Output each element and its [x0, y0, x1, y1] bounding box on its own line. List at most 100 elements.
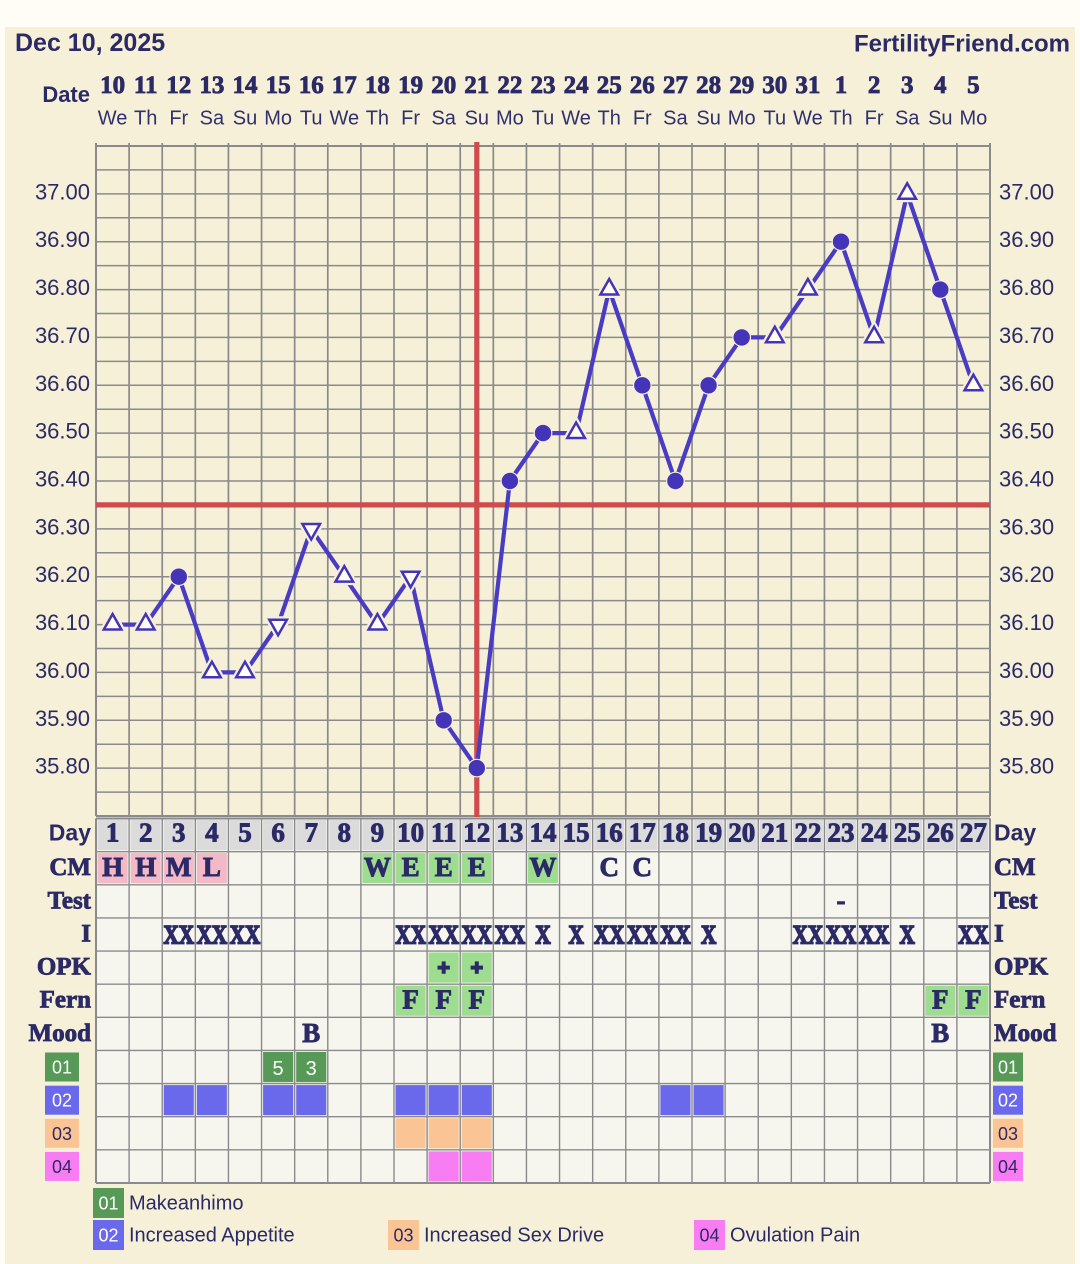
svg-text:Mo: Mo [728, 108, 756, 130]
svg-text:Fr: Fr [865, 108, 884, 130]
svg-text:Tu: Tu [300, 108, 323, 130]
svg-text:18: 18 [662, 818, 689, 848]
svg-text:F: F [402, 985, 419, 1015]
svg-text:36.20: 36.20 [35, 562, 90, 587]
svg-text:XX: XX [462, 921, 493, 950]
svg-text:22: 22 [497, 72, 522, 99]
svg-text:Tu: Tu [763, 108, 786, 130]
svg-text:3: 3 [306, 1058, 317, 1080]
svg-text:6: 6 [271, 818, 285, 848]
svg-text:16: 16 [596, 818, 623, 848]
svg-text:XX: XX [793, 921, 824, 950]
svg-text:W: W [364, 852, 391, 882]
svg-text:30: 30 [762, 72, 787, 99]
svg-text:36.00: 36.00 [999, 658, 1054, 683]
svg-text:B: B [302, 1018, 320, 1048]
svg-text:2: 2 [868, 72, 881, 99]
svg-text:We: We [793, 108, 823, 130]
svg-text:CM: CM [994, 854, 1036, 881]
svg-text:X: X [900, 921, 915, 950]
svg-text:M: M [166, 852, 191, 882]
svg-text:Mo: Mo [264, 108, 292, 130]
svg-text:Fern: Fern [40, 987, 91, 1014]
svg-text:Date: Date [42, 82, 90, 107]
svg-text:36.90: 36.90 [999, 227, 1054, 252]
svg-text:E: E [468, 852, 486, 882]
svg-text:Day: Day [994, 820, 1036, 846]
svg-text:F: F [435, 985, 452, 1015]
svg-text:20: 20 [728, 818, 755, 848]
svg-text:Fr: Fr [401, 108, 420, 130]
svg-text:35.90: 35.90 [999, 706, 1054, 731]
svg-text:35.80: 35.80 [35, 754, 90, 779]
svg-text:Test: Test [994, 887, 1038, 914]
svg-text:37.00: 37.00 [999, 179, 1054, 204]
svg-text:19: 19 [695, 818, 722, 848]
svg-text:27: 27 [960, 818, 987, 848]
svg-text:XX: XX [495, 921, 526, 950]
svg-text:-: - [837, 885, 846, 915]
svg-text:01: 01 [52, 1058, 72, 1078]
svg-text:03: 03 [52, 1124, 72, 1144]
svg-text:XX: XX [164, 921, 195, 950]
svg-text:36.00: 36.00 [35, 658, 90, 683]
svg-text:36.50: 36.50 [999, 419, 1054, 444]
svg-text:19: 19 [398, 72, 423, 99]
svg-text:04: 04 [52, 1157, 72, 1177]
svg-text:2: 2 [139, 818, 153, 848]
svg-text:We: We [329, 108, 359, 130]
svg-text:FertilityFriend.com: FertilityFriend.com [854, 31, 1070, 58]
svg-text:OPK: OPK [37, 954, 92, 981]
svg-text:CM: CM [49, 854, 91, 881]
svg-text:23: 23 [828, 818, 855, 848]
svg-text:10: 10 [397, 818, 424, 848]
svg-text:35.80: 35.80 [999, 754, 1054, 779]
svg-text:36.50: 36.50 [35, 419, 90, 444]
svg-text:03: 03 [998, 1124, 1018, 1144]
svg-text:5: 5 [238, 818, 252, 848]
svg-text:17: 17 [629, 818, 656, 848]
svg-text:Increased Sex Drive: Increased Sex Drive [424, 1225, 604, 1247]
svg-text:02: 02 [98, 1226, 118, 1246]
svg-text:02: 02 [52, 1091, 72, 1111]
svg-text:Th: Th [829, 108, 852, 130]
svg-text:Sa: Sa [200, 108, 225, 130]
svg-text:25: 25 [597, 72, 622, 99]
svg-text:XX: XX [859, 921, 890, 950]
svg-text:36.30: 36.30 [999, 514, 1054, 539]
svg-text:36.40: 36.40 [999, 467, 1054, 492]
svg-text:Sa: Sa [663, 108, 688, 130]
svg-text:Su: Su [465, 108, 489, 130]
svg-text:21: 21 [761, 818, 788, 848]
svg-text:E: E [435, 852, 453, 882]
svg-text:21: 21 [464, 72, 489, 99]
svg-text:36.90: 36.90 [35, 227, 90, 252]
svg-text:27: 27 [663, 72, 688, 99]
svg-text:36.60: 36.60 [999, 371, 1054, 396]
svg-text:Tu: Tu [532, 108, 555, 130]
svg-text:XX: XX [428, 921, 459, 950]
svg-text:Mood: Mood [29, 1020, 92, 1047]
svg-text:24: 24 [564, 72, 590, 99]
svg-text:Su: Su [928, 108, 952, 130]
svg-text:F: F [965, 985, 982, 1015]
svg-text:14: 14 [233, 72, 259, 99]
svg-text:1: 1 [835, 72, 848, 99]
svg-text:12: 12 [463, 818, 490, 848]
svg-text:5: 5 [967, 72, 980, 99]
svg-text:X: X [568, 921, 583, 950]
svg-text:18: 18 [365, 72, 390, 99]
svg-text:36.60: 36.60 [35, 371, 90, 396]
svg-text:16: 16 [299, 72, 324, 99]
svg-text:B: B [931, 1018, 949, 1048]
svg-text:C: C [599, 852, 619, 882]
svg-text:X: X [701, 921, 716, 950]
svg-text:36.10: 36.10 [999, 610, 1054, 635]
svg-text:04: 04 [699, 1226, 719, 1246]
svg-text:03: 03 [393, 1226, 413, 1246]
svg-text:13: 13 [496, 818, 523, 848]
svg-text:Increased Appetite: Increased Appetite [129, 1225, 295, 1247]
svg-text:E: E [402, 852, 420, 882]
svg-text:11: 11 [134, 72, 158, 99]
svg-text:Fern: Fern [994, 987, 1045, 1014]
